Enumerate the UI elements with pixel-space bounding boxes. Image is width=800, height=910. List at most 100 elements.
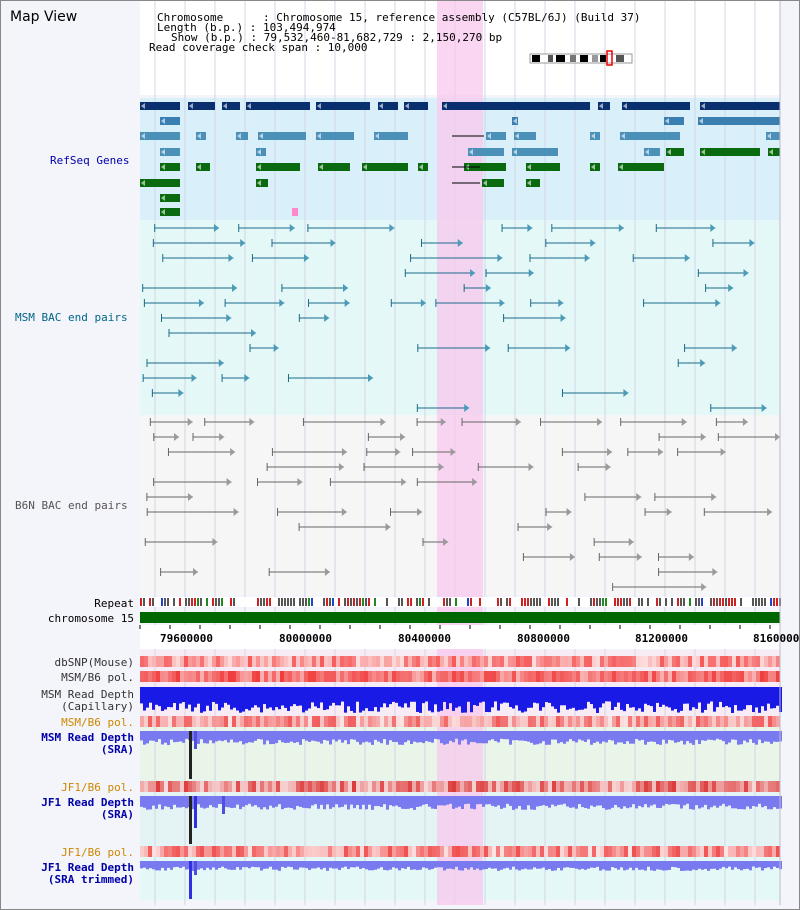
jf1-trim-depth-bar (569, 861, 572, 868)
jf1-b6-pol-cell (252, 781, 256, 792)
jf1-b6-pol-cell (228, 846, 232, 857)
msm-sra-depth-bar (404, 731, 407, 743)
jf1-sra-depth-bar (725, 796, 728, 807)
msm-b6-pol-cell (272, 671, 276, 682)
dbsnp-cell (228, 656, 232, 667)
msm-sra-depth-bar (356, 731, 359, 742)
jf1-trim-depth-bar (140, 861, 143, 869)
msm-capillary-depth-bar (626, 687, 629, 704)
msm-capillary-depth-bar (398, 687, 401, 707)
jf1-b6-pol-cell (648, 781, 652, 792)
jf1-b6-pol-cell (628, 846, 632, 857)
msm-b6-pol-cell (588, 716, 592, 727)
msm-capillary-depth-bar (362, 687, 365, 711)
msm-b6-pol-cell (408, 671, 412, 682)
msm-b6-pol-cell (728, 716, 732, 727)
msm-capillary-depth-bar (767, 687, 770, 704)
jf1-trim-depth-bar (320, 861, 323, 870)
msm-capillary-depth-bar (746, 687, 749, 706)
msm-capillary-depth-bar (224, 687, 227, 703)
repeat-element (284, 598, 286, 606)
dbsnp-cell (172, 656, 176, 667)
jf1-sra-depth-bar (359, 796, 362, 810)
jf1-trim-depth-bar (734, 861, 737, 868)
repeat-element (530, 598, 532, 606)
msm-sra-depth-bar (776, 731, 779, 742)
dbsnp-cell (208, 656, 212, 667)
jf1-trim-depth-bar (722, 861, 725, 867)
msm-b6-pol-cell (712, 671, 716, 682)
jf1-sra-depth-bar (569, 796, 572, 808)
repeat-element (326, 598, 328, 606)
refseq-gene (698, 117, 780, 125)
msm-sra-depth-bar (374, 731, 377, 740)
jf1-sra-depth-bar (344, 796, 347, 805)
gene-strand-arrow (259, 133, 263, 139)
msm-sra-depth-bar (500, 731, 503, 739)
msm-b6-pol-cell (736, 671, 740, 682)
msm-capillary-depth-bar (560, 687, 563, 706)
b6n-bac-pair-arrow (720, 448, 726, 456)
msm-capillary-depth-bar (710, 687, 713, 702)
msm-capillary-depth-bar (641, 687, 644, 712)
jf1-sra-depth-bar (719, 796, 722, 806)
jf1-sra-depth-bar (365, 796, 368, 810)
jf1-b6-pol-cell (316, 846, 320, 857)
msm-sra-depth-bar (209, 731, 212, 741)
jf1-trim-depth-bar (488, 861, 491, 868)
jf1-b6-pol-cell (424, 846, 428, 857)
msm-b6-pol-cell (308, 716, 312, 727)
msm-sra-depth-bar (491, 731, 494, 740)
msm-sra-depth-bar (647, 731, 650, 742)
repeat-element (299, 598, 301, 606)
dbsnp-cell (720, 656, 724, 667)
jf1-b6-pol-cell (568, 781, 572, 792)
b6n-bac-pair-arrow (681, 418, 687, 426)
track-label-chromosome: chromosome 15 (47, 612, 134, 625)
msm-sra-depth-bar (749, 731, 752, 740)
msm-bac-pair-arrow (558, 299, 564, 307)
jf1-trim-depth-bar (425, 861, 428, 869)
jf1-b6-pol-cell (360, 781, 364, 792)
jf1-trim-depth-bar (251, 861, 254, 867)
jf1-b6-pol-cell (664, 781, 668, 792)
msm-b6-pol-cell (272, 716, 276, 727)
msm-capillary-depth-bar (380, 687, 383, 708)
jf1-sra-depth-bar-spike (194, 796, 197, 828)
msm-sra-depth-bar (659, 731, 662, 745)
msm-capillary-depth-bar (764, 687, 767, 711)
msm-b6-pol-cell (356, 671, 360, 682)
b6n-bac-pair-arrow (607, 448, 613, 456)
msm-b6-pol-cell (400, 671, 404, 682)
refseq-gene (140, 132, 180, 140)
dbsnp-cell (312, 656, 316, 667)
repeat-element (638, 598, 640, 606)
jf1-trim-depth-bar (386, 861, 389, 871)
msm-sra-depth-bar (545, 731, 548, 745)
msm-bac-pair-arrow (728, 284, 734, 292)
msm-bac-pair-arrow (228, 254, 234, 262)
refseq-gene (404, 102, 428, 110)
msm-capillary-depth-bar (479, 687, 482, 703)
jf1-trim-depth-bar (680, 861, 683, 871)
dbsnp-cell (164, 656, 168, 667)
jf1-b6-pol-cell (704, 781, 708, 792)
dbsnp-cell (468, 656, 472, 667)
msm-capillary-depth-bar (287, 687, 290, 711)
jf1-sra-depth-bar (629, 796, 632, 808)
msm-b6-pol-cell (180, 716, 184, 727)
jf1-b6-pol-cell (672, 846, 676, 857)
msm-sra-depth-bar (527, 731, 530, 742)
jf1-trim-depth-bar (590, 861, 593, 868)
jf1-b6-pol-cell (532, 846, 536, 857)
msm-capillary-depth-bar (509, 687, 512, 708)
jf1-b6-pol-cell (540, 781, 544, 792)
msm-bac-pair-arrow (700, 359, 706, 367)
gene-strand-arrow (767, 133, 771, 139)
dbsnp-cell (628, 656, 632, 667)
repeat-element (293, 598, 295, 606)
jf1-trim-depth-bar (239, 861, 242, 870)
jf1-b6-pol-cell (772, 846, 776, 857)
